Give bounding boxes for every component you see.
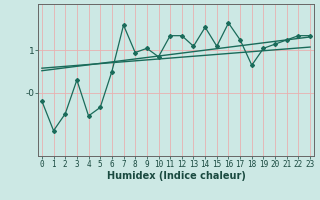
X-axis label: Humidex (Indice chaleur): Humidex (Indice chaleur): [107, 171, 245, 181]
